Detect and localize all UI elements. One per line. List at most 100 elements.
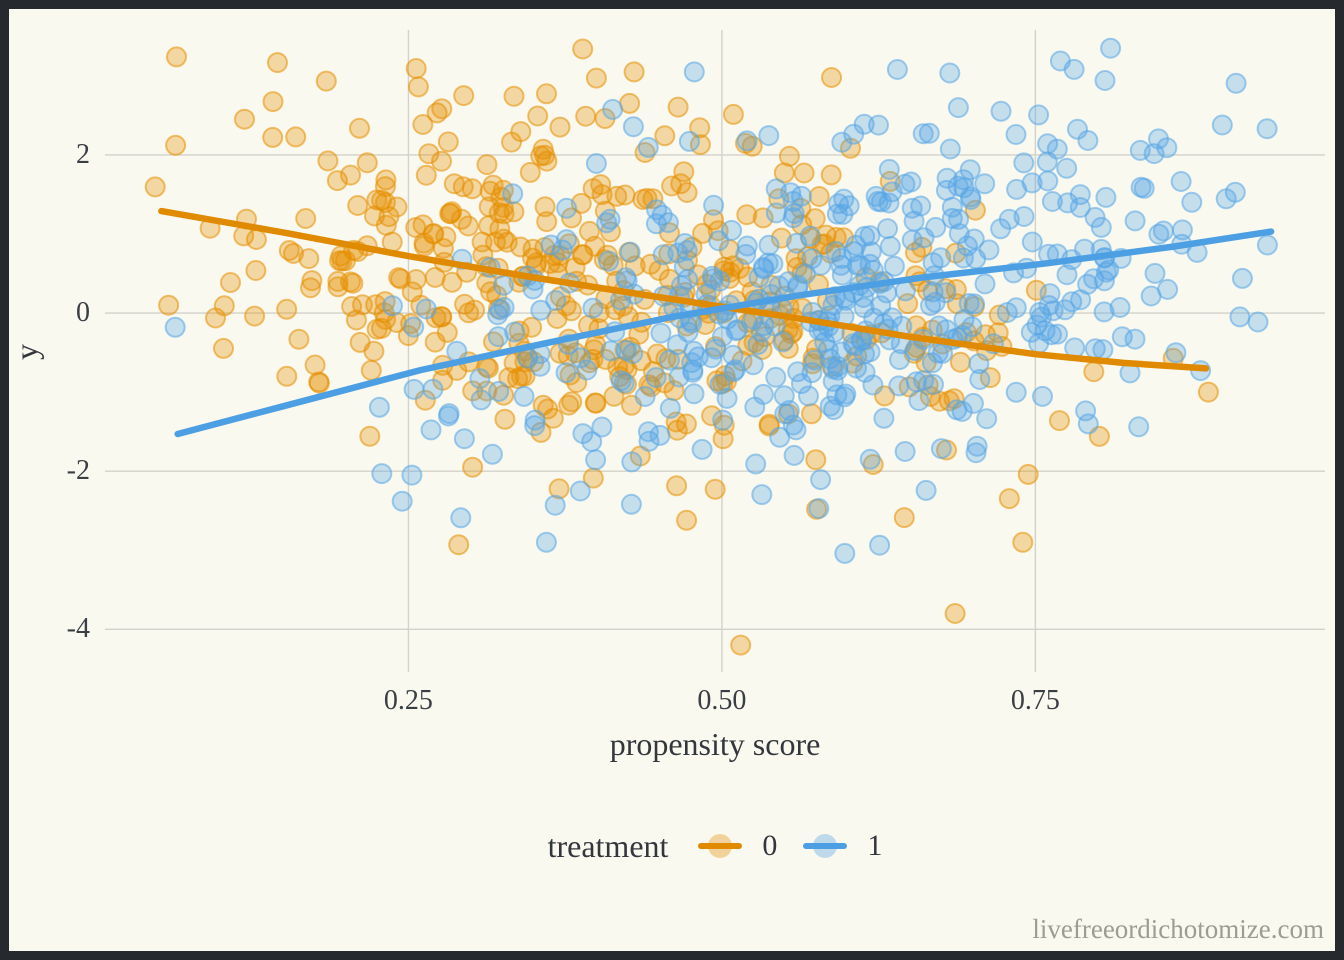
data-point bbox=[1005, 124, 1027, 145]
data-point bbox=[504, 321, 526, 343]
legend-label-1: 1 bbox=[867, 829, 883, 862]
data-point bbox=[659, 397, 681, 419]
data-point bbox=[503, 85, 525, 107]
data-point bbox=[859, 448, 881, 470]
data-point bbox=[558, 394, 580, 416]
data-point bbox=[831, 264, 853, 286]
data-point bbox=[928, 315, 950, 337]
data-point bbox=[331, 250, 353, 272]
data-point bbox=[315, 70, 337, 92]
data-point bbox=[671, 275, 692, 297]
data-point bbox=[703, 209, 724, 231]
data-point bbox=[166, 46, 187, 68]
data-point bbox=[859, 225, 881, 247]
data-point bbox=[1075, 400, 1097, 422]
data-point bbox=[958, 293, 980, 314]
data-point bbox=[1181, 191, 1203, 213]
data-point bbox=[453, 85, 475, 107]
data-point bbox=[431, 98, 453, 120]
data-point bbox=[317, 150, 339, 172]
data-point bbox=[415, 298, 437, 320]
data-point bbox=[424, 266, 446, 288]
data-point bbox=[326, 170, 348, 192]
data-point bbox=[524, 409, 546, 431]
data-point bbox=[478, 215, 500, 237]
data-point bbox=[645, 213, 667, 235]
data-point bbox=[705, 338, 727, 360]
data-point bbox=[808, 186, 830, 207]
data-point bbox=[412, 214, 434, 236]
data-point bbox=[703, 194, 725, 216]
data-point bbox=[1056, 264, 1078, 286]
data-point bbox=[1124, 328, 1146, 350]
data-point bbox=[598, 250, 620, 272]
data-point bbox=[736, 204, 758, 226]
data-point bbox=[968, 353, 990, 375]
data-point bbox=[401, 281, 423, 303]
data-point bbox=[1144, 262, 1166, 284]
data-point bbox=[1013, 152, 1035, 174]
data-point bbox=[865, 185, 887, 207]
data-point bbox=[244, 305, 266, 327]
data-point bbox=[897, 293, 919, 315]
data-point bbox=[878, 192, 900, 214]
data-point bbox=[493, 203, 515, 225]
data-point bbox=[822, 294, 844, 316]
data-point bbox=[424, 331, 446, 353]
data-point bbox=[687, 346, 709, 368]
data-point bbox=[894, 280, 916, 302]
data-point bbox=[790, 373, 812, 395]
data-point bbox=[1030, 306, 1052, 328]
data-point bbox=[645, 367, 667, 388]
data-point bbox=[340, 164, 361, 186]
data-point bbox=[1037, 133, 1059, 155]
data-point bbox=[530, 145, 552, 167]
data-point bbox=[878, 158, 900, 180]
data-point bbox=[616, 270, 638, 292]
data-point bbox=[964, 199, 986, 221]
data-point bbox=[1049, 50, 1071, 72]
data-point bbox=[1039, 283, 1061, 305]
data-point bbox=[401, 464, 423, 486]
data-point bbox=[1028, 104, 1050, 126]
data-point bbox=[493, 274, 514, 296]
data-point bbox=[165, 134, 187, 156]
data-point bbox=[347, 195, 369, 216]
data-point bbox=[1133, 177, 1155, 199]
data-point bbox=[596, 212, 618, 234]
data-point bbox=[464, 299, 486, 321]
data-point bbox=[584, 235, 606, 257]
data-point bbox=[1140, 285, 1162, 307]
data-point bbox=[888, 375, 910, 397]
data-point bbox=[535, 531, 557, 553]
data-point bbox=[556, 197, 578, 219]
data-point bbox=[356, 152, 378, 174]
data-point bbox=[736, 130, 758, 152]
data-point bbox=[285, 126, 307, 148]
data-point bbox=[886, 59, 908, 80]
data-point bbox=[1012, 531, 1034, 553]
data-point bbox=[1067, 118, 1088, 140]
data-point bbox=[799, 225, 821, 247]
data-point bbox=[893, 507, 915, 529]
data-point bbox=[403, 378, 425, 400]
data-point bbox=[1056, 157, 1078, 179]
data-point bbox=[1049, 410, 1070, 432]
data-point bbox=[375, 169, 397, 191]
data-point bbox=[555, 362, 577, 384]
data-point bbox=[765, 202, 787, 224]
data-point bbox=[827, 356, 849, 377]
data-point bbox=[1231, 267, 1253, 289]
data-point bbox=[868, 114, 889, 136]
data-point bbox=[808, 498, 830, 519]
data-point bbox=[469, 368, 491, 390]
data-point bbox=[575, 105, 597, 127]
data-point bbox=[742, 354, 764, 376]
data-point bbox=[642, 188, 664, 210]
data-point bbox=[758, 234, 780, 256]
data-point bbox=[1129, 139, 1151, 161]
data-point bbox=[787, 361, 809, 383]
data-point bbox=[1037, 170, 1059, 192]
data-point bbox=[570, 347, 592, 369]
data-point bbox=[810, 469, 832, 491]
